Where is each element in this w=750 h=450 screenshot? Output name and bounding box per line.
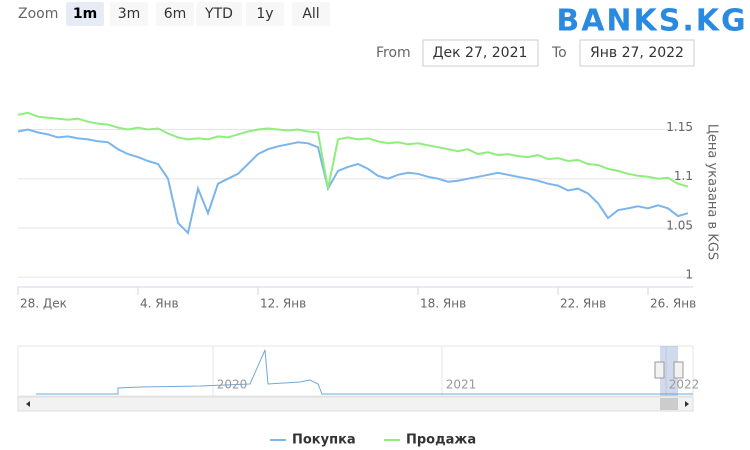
- zoom-button[interactable]: [110, 2, 148, 26]
- y-tick-label: 1.05: [666, 218, 693, 232]
- zoom-button-label: 1y: [256, 6, 273, 22]
- legend-label[interactable]: Продажа: [406, 433, 476, 448]
- from-input[interactable]: [422, 39, 539, 67]
- to-label: To: [551, 45, 567, 61]
- logo: BANKS.KG: [556, 4, 747, 39]
- scroll-left[interactable]: [26, 401, 30, 407]
- zoom-button[interactable]: [246, 2, 284, 26]
- x-tick-label: 4. Янв: [140, 297, 179, 311]
- y-tick-label: 1: [685, 268, 693, 282]
- zoom-button[interactable]: [156, 2, 194, 26]
- x-tick-label: 22. Янв: [560, 297, 606, 311]
- scroll-right[interactable]: [685, 401, 689, 407]
- y-tick-label: 1.1: [674, 169, 693, 183]
- series-line: [17, 111, 689, 189]
- from-label: From: [376, 45, 411, 61]
- navigator-series: [36, 349, 693, 395]
- y-axis-title: Цена указана в KGS: [705, 124, 720, 260]
- zoom-button-label: All: [302, 6, 319, 22]
- x-tick-label: 18. Янв: [420, 297, 466, 311]
- zoom-button-label: 6m: [164, 6, 187, 22]
- navigator-label: 2020: [217, 378, 248, 392]
- zoom-button[interactable]: [196, 2, 242, 26]
- navigator-label: 2021: [446, 378, 477, 392]
- navigator-label: 2022: [669, 378, 700, 392]
- navigator-handle[interactable]: [673, 361, 684, 379]
- x-tick-label: 26. Янв: [650, 297, 696, 311]
- x-tick-label: 12. Янв: [260, 297, 306, 311]
- zoom-label: Zoom: [18, 6, 58, 22]
- legend-label[interactable]: Покупка: [292, 433, 356, 448]
- to-value: Янв 27, 2022: [590, 45, 684, 61]
- x-tick-label: 28. Дек: [20, 297, 67, 311]
- zoom-button-label: 1m: [73, 6, 97, 22]
- zoom-button[interactable]: [66, 2, 104, 26]
- navigator-mask: [660, 346, 678, 396]
- zoom-button[interactable]: [292, 2, 330, 26]
- navigator-handle[interactable]: [654, 361, 665, 379]
- zoom-button-label: YTD: [204, 6, 233, 22]
- series-line: [17, 128, 689, 235]
- navigator[interactable]: [17, 345, 694, 397]
- to-input[interactable]: [579, 39, 695, 67]
- scrollbar[interactable]: [17, 396, 694, 412]
- scrollbar-thumb[interactable]: [660, 398, 678, 410]
- zoom-button-label: 3m: [118, 6, 141, 22]
- from-value: Дек 27, 2021: [433, 45, 528, 61]
- y-tick-label: 1.15: [666, 120, 693, 134]
